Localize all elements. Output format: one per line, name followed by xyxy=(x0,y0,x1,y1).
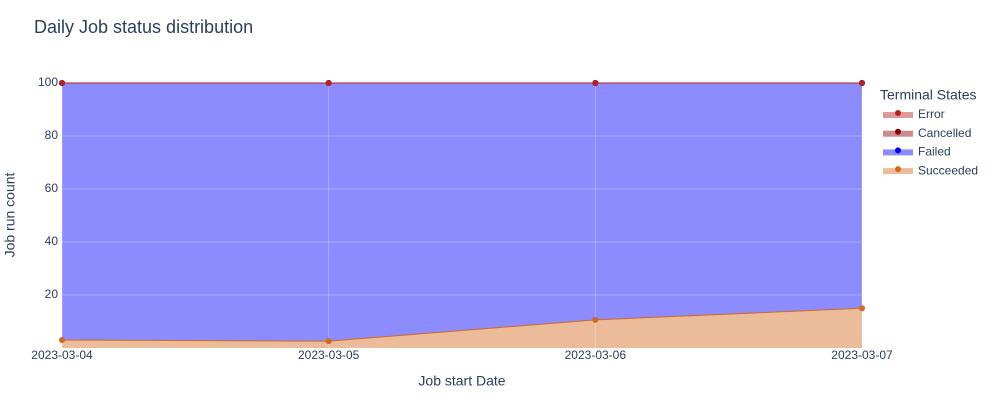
legend-label: Error xyxy=(918,107,945,121)
point xyxy=(59,80,65,86)
x-tick-label: 2023-03-06 xyxy=(565,348,627,362)
x-axis-title: Job start Date xyxy=(418,373,505,389)
point xyxy=(592,316,599,323)
point xyxy=(859,80,865,86)
point xyxy=(325,80,332,86)
point xyxy=(592,80,599,86)
areas xyxy=(62,83,862,348)
point xyxy=(325,338,332,345)
point xyxy=(59,337,65,344)
legend-marker xyxy=(895,166,901,173)
legend-title: Terminal States xyxy=(880,87,976,103)
y-tick-label: 40 xyxy=(45,234,59,248)
point xyxy=(859,305,865,312)
y-tick-label: 60 xyxy=(45,181,59,195)
y-tick-label: 100 xyxy=(38,75,58,89)
legend-label: Cancelled xyxy=(918,126,971,140)
lines xyxy=(59,80,865,345)
legend-marker xyxy=(895,110,901,116)
legend-label: Failed xyxy=(918,145,951,159)
y-tick-label: 20 xyxy=(45,287,59,301)
legend-marker xyxy=(895,147,901,154)
area-line xyxy=(61,307,863,342)
y-axis-title: Job run count xyxy=(2,172,18,257)
legend-marker xyxy=(895,128,901,135)
legend-label: Succeeded xyxy=(918,163,978,177)
area-fill xyxy=(62,308,862,348)
x-tick-label: 2023-03-05 xyxy=(298,348,360,362)
y-tick-label: 80 xyxy=(45,128,59,142)
x-tick-label: 2023-03-04 xyxy=(31,348,93,362)
chart-title: Daily Job status distribution xyxy=(34,17,253,37)
area-fill xyxy=(62,83,862,342)
x-tick-label: 2023-03-07 xyxy=(831,348,893,362)
